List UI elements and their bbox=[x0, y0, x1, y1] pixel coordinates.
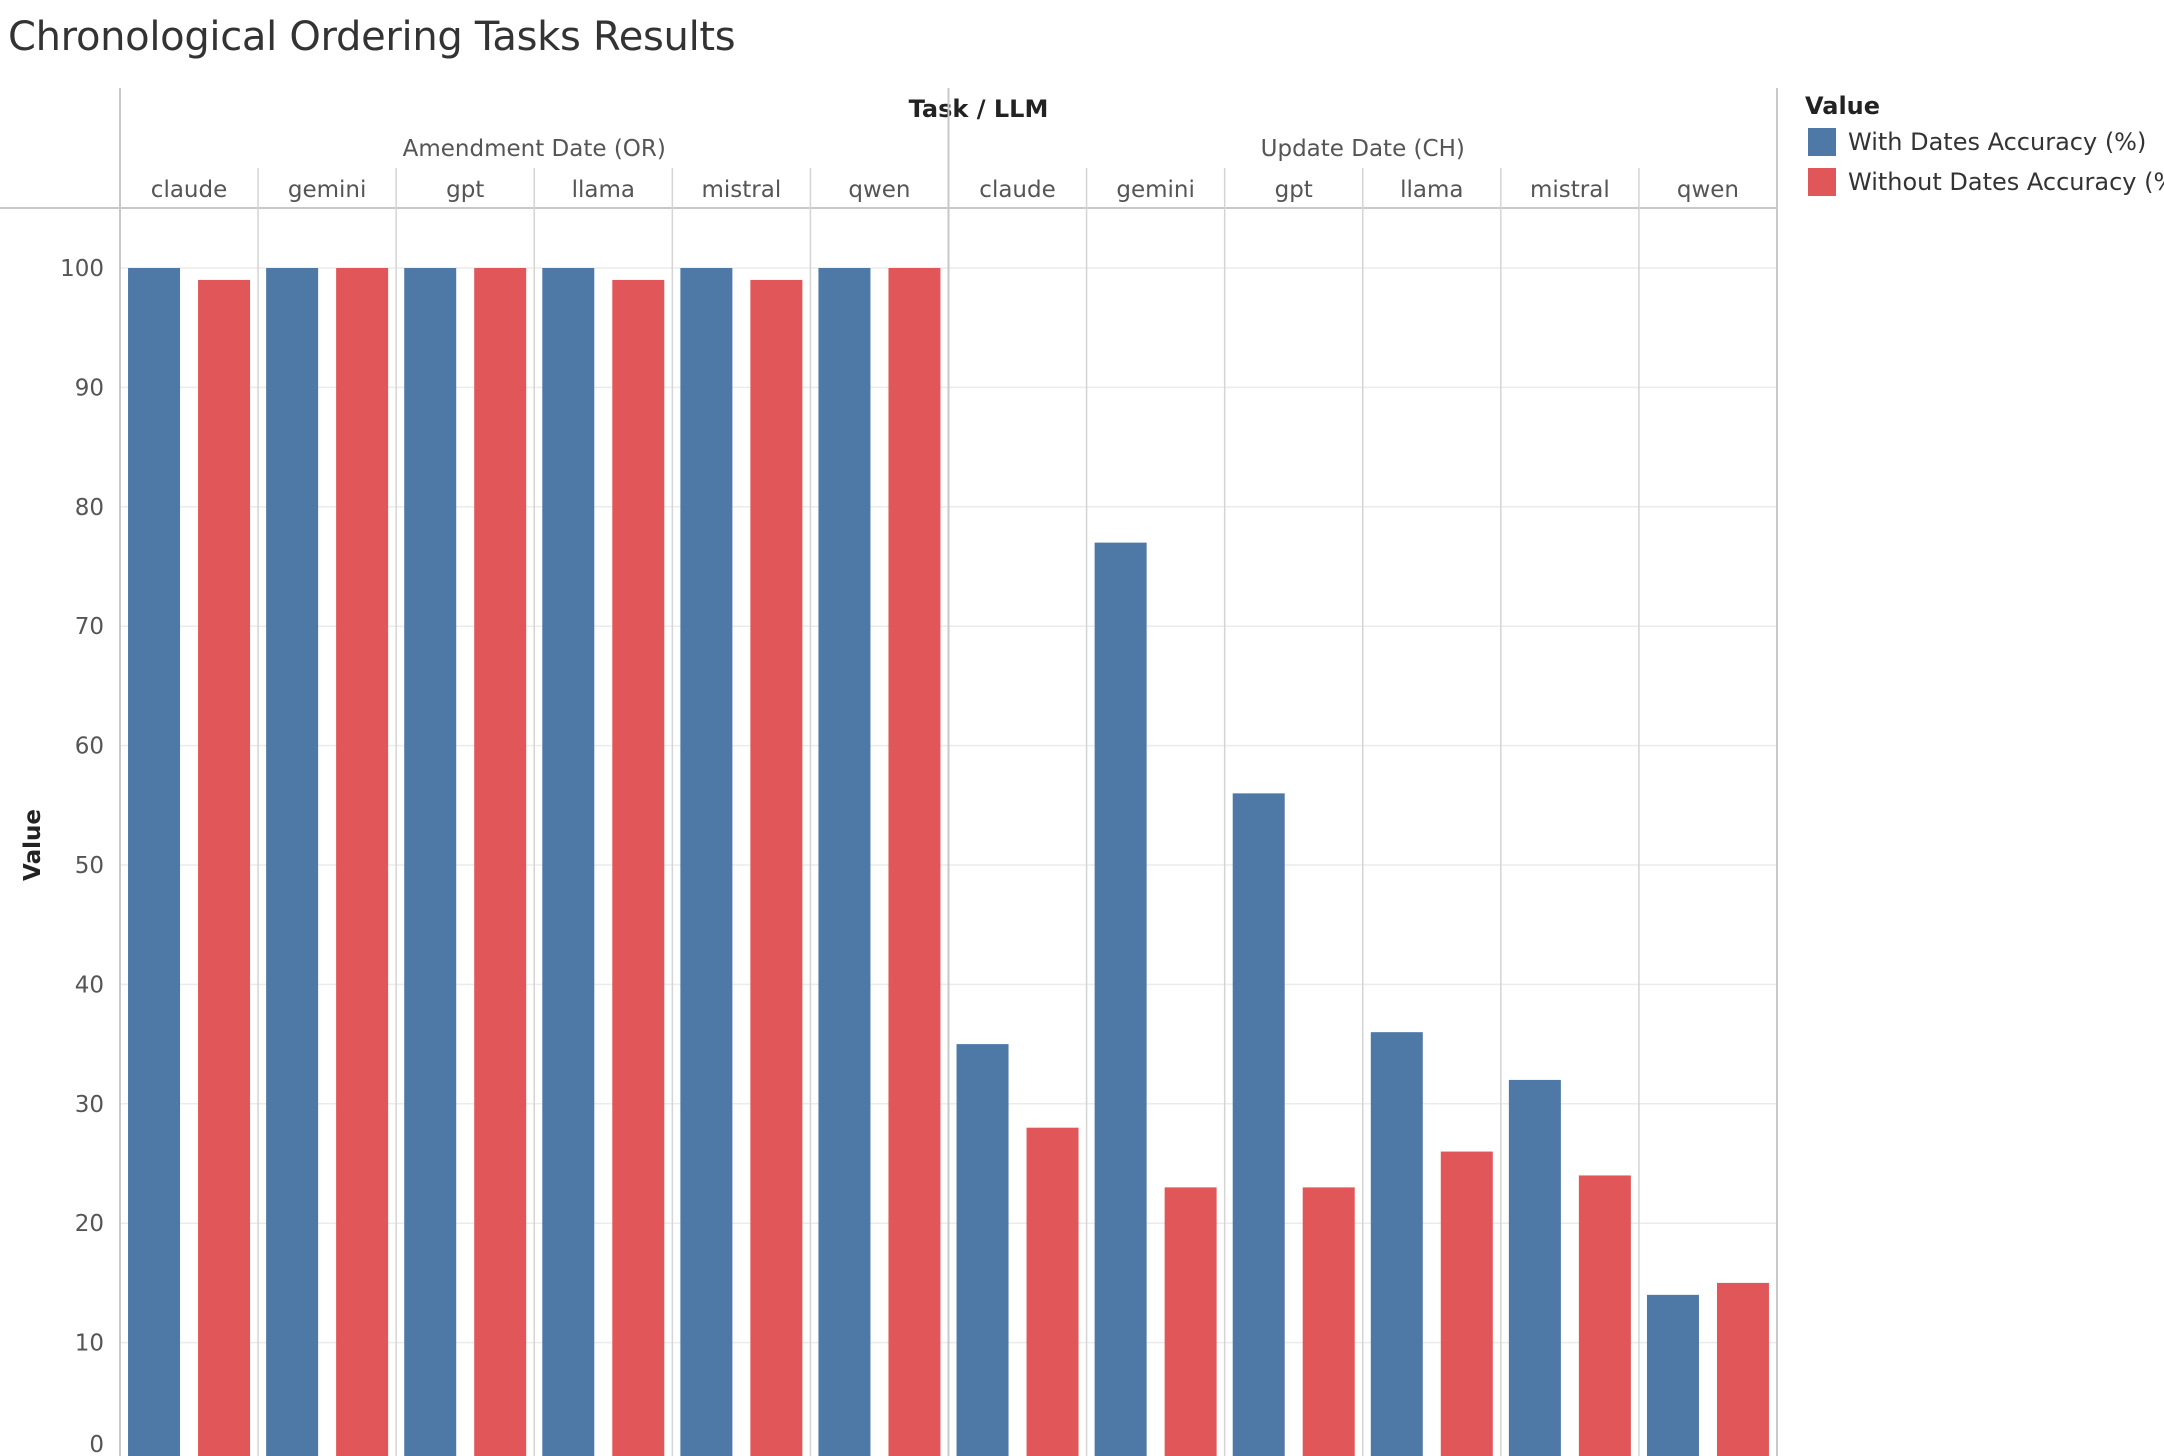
category-label: gpt bbox=[1275, 177, 1313, 203]
bar bbox=[1094, 542, 1147, 1456]
bar bbox=[750, 279, 803, 1456]
legend-item-with-dates[interactable]: With Dates Accuracy (%) bbox=[1808, 125, 2146, 159]
category-label: gemini bbox=[288, 177, 367, 203]
category-label: claude bbox=[151, 177, 227, 203]
category-label: gpt bbox=[446, 177, 484, 203]
bar bbox=[542, 268, 595, 1456]
y-tick-label: 30 bbox=[75, 1092, 104, 1118]
bar bbox=[1370, 1032, 1423, 1456]
bar bbox=[198, 279, 251, 1456]
y-tick-label: 20 bbox=[75, 1211, 104, 1237]
legend-title: Value bbox=[1805, 92, 1881, 120]
bar bbox=[1508, 1079, 1561, 1456]
y-tick-label: 10 bbox=[75, 1331, 104, 1357]
bar bbox=[1302, 1187, 1355, 1456]
bar bbox=[818, 268, 871, 1456]
category-label: qwen bbox=[1677, 177, 1739, 203]
bar bbox=[266, 268, 319, 1456]
y-tick-label: 70 bbox=[75, 614, 104, 640]
y-tick-label: 80 bbox=[75, 495, 104, 521]
group-label: Update Date (CH) bbox=[1261, 136, 1465, 162]
category-label: mistral bbox=[1530, 177, 1610, 203]
y-tick-label: 40 bbox=[75, 972, 104, 998]
y-tick-label: 90 bbox=[75, 375, 104, 401]
y-tick-label: 50 bbox=[75, 853, 104, 879]
category-label: llama bbox=[1400, 177, 1463, 203]
bar bbox=[474, 268, 527, 1456]
bar bbox=[336, 268, 389, 1456]
bar bbox=[1164, 1187, 1217, 1456]
y-tick-label: 60 bbox=[75, 734, 104, 760]
bar bbox=[1232, 793, 1285, 1456]
legend-item-without-dates[interactable]: Without Dates Accuracy (%) bbox=[1808, 165, 2164, 199]
legend-swatch bbox=[1808, 128, 1836, 156]
bar bbox=[1716, 1282, 1769, 1456]
bar bbox=[128, 268, 181, 1456]
bar bbox=[1578, 1175, 1631, 1456]
group-label: Amendment Date (OR) bbox=[403, 136, 666, 162]
legend-swatch bbox=[1808, 168, 1836, 196]
legend-label: With Dates Accuracy (%) bbox=[1848, 128, 2147, 156]
bar bbox=[680, 268, 733, 1456]
bar bbox=[1026, 1127, 1079, 1456]
column-header-title: Task / LLM bbox=[909, 95, 1049, 123]
bar bbox=[956, 1044, 1009, 1456]
category-label: llama bbox=[572, 177, 635, 203]
bar bbox=[612, 279, 665, 1456]
bar bbox=[404, 268, 457, 1456]
bar bbox=[1646, 1294, 1699, 1456]
category-label: claude bbox=[979, 177, 1055, 203]
y-tick-label: 0 bbox=[89, 1432, 104, 1456]
category-label: gemini bbox=[1116, 177, 1195, 203]
category-label: qwen bbox=[848, 177, 910, 203]
legend-label: Without Dates Accuracy (%) bbox=[1848, 168, 2164, 196]
category-label: mistral bbox=[702, 177, 782, 203]
chart-title: Chronological Ordering Tasks Results bbox=[8, 14, 736, 60]
y-tick-label: 100 bbox=[60, 256, 104, 282]
y-axis-label: Value bbox=[20, 809, 46, 881]
bar bbox=[888, 268, 941, 1456]
bar bbox=[1440, 1151, 1493, 1456]
